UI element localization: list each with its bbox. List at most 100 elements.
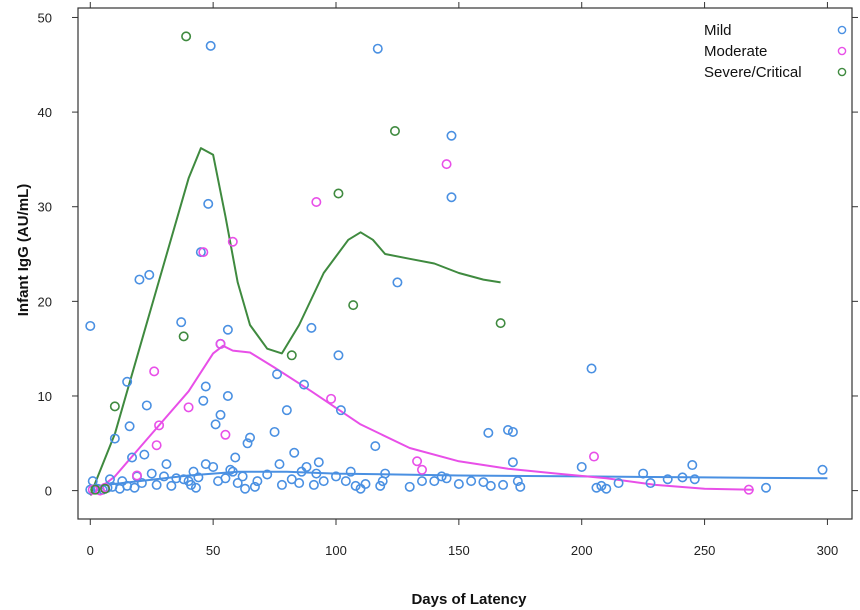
trend-lines: [89, 147, 828, 497]
data-point-mild: [188, 466, 199, 477]
data-point-moderate: [743, 484, 754, 495]
legend-label-moderate: Moderate: [704, 43, 767, 60]
data-point-mild: [613, 478, 624, 489]
data-point-mild: [159, 471, 170, 482]
data-point-severe-critical: [333, 188, 344, 199]
data-point-mild: [662, 474, 673, 485]
data-point-mild: [232, 478, 243, 489]
data-point-mild: [512, 476, 523, 487]
data-point-mild: [281, 405, 292, 416]
data-point-mild: [453, 478, 464, 489]
data-point-mild: [576, 461, 587, 472]
x-tick-label: 0: [87, 543, 94, 558]
data-point-moderate: [412, 456, 423, 467]
data-point-moderate: [149, 366, 160, 377]
data-point-severe-critical: [100, 483, 111, 494]
legend-marker-severe-critical: [837, 67, 847, 77]
data-point-mild: [507, 426, 518, 437]
data-point-mild: [498, 479, 509, 490]
y-tick-label: 50: [38, 10, 52, 25]
data-point-mild: [289, 447, 300, 458]
data-point-mild: [245, 432, 256, 443]
data-point-mild: [404, 481, 415, 492]
data-point-mild: [345, 466, 356, 477]
data-point-mild: [276, 479, 287, 490]
data-point-mild: [645, 478, 656, 489]
data-point-mild: [136, 478, 147, 489]
y-tick-label: 40: [38, 105, 52, 120]
data-point-mild: [299, 379, 310, 390]
data-point-mild: [240, 483, 251, 494]
x-tick-label: 50: [206, 543, 220, 558]
data-point-mild: [330, 471, 341, 482]
data-point-mild: [129, 482, 140, 493]
data-points: [85, 31, 828, 496]
data-point-mild: [85, 320, 96, 331]
data-point-mild: [109, 433, 120, 444]
data-point-mild: [596, 480, 607, 491]
data-point-mild: [178, 474, 189, 485]
y-tick-label: 20: [38, 294, 52, 309]
data-point-mild: [151, 479, 162, 490]
data-point-mild: [429, 476, 440, 487]
data-point-mild: [515, 481, 526, 492]
trend-line-moderate: [89, 344, 754, 497]
data-point-mild: [222, 324, 233, 335]
y-axis-title: Infant IgG (AU/mL): [15, 184, 32, 316]
data-point-mild: [370, 441, 381, 452]
legend: Mild Moderate Severe/Critical: [704, 22, 847, 81]
data-point-mild: [591, 482, 602, 493]
data-point-mild: [677, 472, 688, 483]
data-point-mild: [689, 474, 700, 485]
data-point-severe-critical: [109, 401, 120, 412]
data-point-moderate: [416, 464, 427, 475]
data-point-moderate: [95, 485, 106, 496]
data-point-mild: [360, 478, 371, 489]
data-point-mild: [380, 468, 391, 479]
x-tick-label: 300: [817, 543, 839, 558]
data-point-mild: [340, 476, 351, 487]
data-point-mild: [586, 363, 597, 374]
data-point-mild: [466, 476, 477, 487]
data-point-mild: [436, 471, 447, 482]
data-point-severe-critical: [286, 350, 297, 361]
x-tick-label: 200: [571, 543, 593, 558]
data-point-mild: [141, 400, 152, 411]
legend-marker-moderate: [837, 46, 847, 56]
data-point-moderate: [311, 196, 322, 207]
trend-line-severe-critical: [89, 147, 501, 496]
data-point-mild: [127, 452, 138, 463]
data-point-mild: [760, 482, 771, 493]
data-point-mild: [441, 473, 452, 484]
data-point-mild: [200, 381, 211, 392]
data-point-moderate: [441, 159, 452, 170]
data-point-mild: [416, 476, 427, 487]
data-point-moderate: [220, 429, 231, 440]
data-point-mild: [446, 192, 457, 203]
data-point-mild: [318, 476, 329, 487]
data-point-mild: [638, 468, 649, 479]
data-point-mild: [190, 482, 201, 493]
x-axis-title: Days of Latency: [411, 591, 527, 608]
data-point-mild: [507, 457, 518, 468]
data-point-mild: [227, 466, 238, 477]
data-point-mild: [225, 464, 236, 475]
data-point-mild: [350, 480, 361, 491]
data-point-severe-critical: [181, 31, 192, 42]
data-point-mild: [485, 480, 496, 491]
legend-label-mild: Mild: [704, 22, 732, 39]
data-point-mild: [161, 459, 172, 470]
data-point-mild: [252, 476, 263, 487]
data-point-severe-critical: [90, 484, 101, 495]
data-point-mild: [687, 460, 698, 471]
data-point-mild: [502, 425, 513, 436]
data-point-mild: [242, 438, 253, 449]
data-point-mild: [198, 395, 209, 406]
data-point-mild: [272, 369, 283, 380]
data-point-mild: [274, 459, 285, 470]
data-point-mild: [144, 269, 155, 280]
data-point-moderate: [215, 338, 226, 349]
data-point-mild: [230, 452, 241, 463]
x-tick-label: 100: [325, 543, 347, 558]
